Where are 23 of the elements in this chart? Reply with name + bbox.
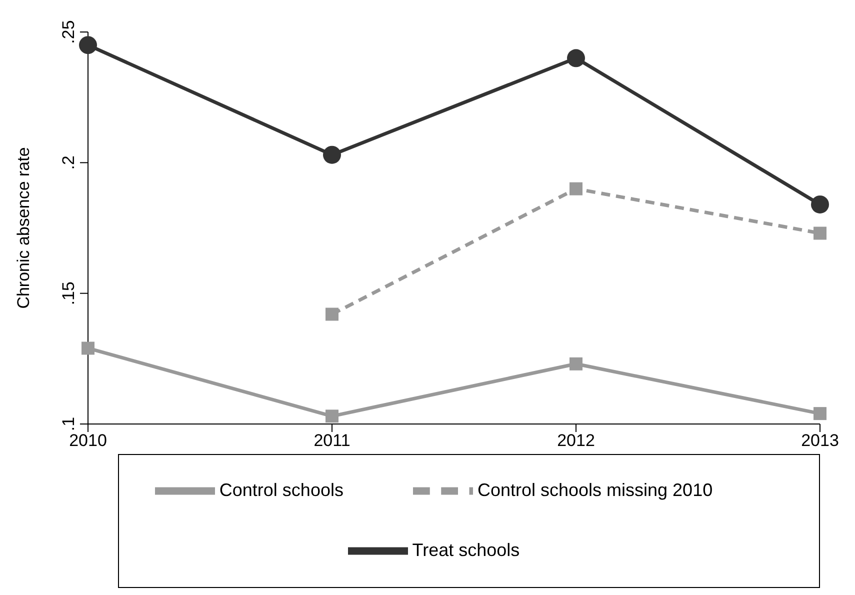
point <box>323 146 341 164</box>
point <box>570 357 582 370</box>
point <box>326 410 338 423</box>
point <box>814 226 826 240</box>
point <box>570 182 582 196</box>
point <box>79 36 97 54</box>
y-tick-label: .15 <box>59 282 78 306</box>
x-tick-label: 2013 <box>801 431 839 450</box>
point <box>814 407 826 420</box>
point <box>811 195 829 214</box>
x-tick-label: 2012 <box>557 431 595 450</box>
point <box>82 342 94 355</box>
x-tick-label: 2010 <box>69 431 107 450</box>
point <box>567 49 585 68</box>
legend-label: Control schools <box>219 480 344 500</box>
y-tick-label: .25 <box>59 20 78 44</box>
legend-label: Control schools missing 2010 <box>477 480 713 500</box>
point <box>326 308 338 321</box>
x-tick-label: 2011 <box>314 431 350 450</box>
y-axis-title: Chronic absence rate <box>14 147 34 309</box>
legend-label: Treat schools <box>412 540 520 560</box>
y-tick-label: .1 <box>59 416 78 432</box>
y-tick-label: .2 <box>59 156 78 170</box>
